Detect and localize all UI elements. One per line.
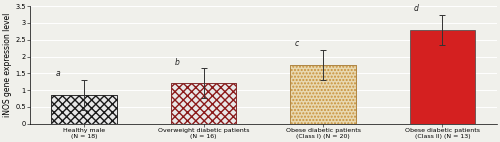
Y-axis label: iNOS gene expression level: iNOS gene expression level bbox=[4, 13, 13, 117]
Bar bbox=[170, 83, 236, 124]
Bar bbox=[51, 95, 117, 124]
Bar bbox=[410, 30, 476, 124]
Bar bbox=[170, 83, 236, 124]
Text: d: d bbox=[414, 4, 418, 13]
Bar bbox=[51, 95, 117, 124]
Bar bbox=[290, 65, 356, 124]
Text: c: c bbox=[294, 39, 299, 48]
Text: a: a bbox=[56, 69, 60, 78]
Bar bbox=[290, 65, 356, 124]
Text: b: b bbox=[175, 58, 180, 67]
